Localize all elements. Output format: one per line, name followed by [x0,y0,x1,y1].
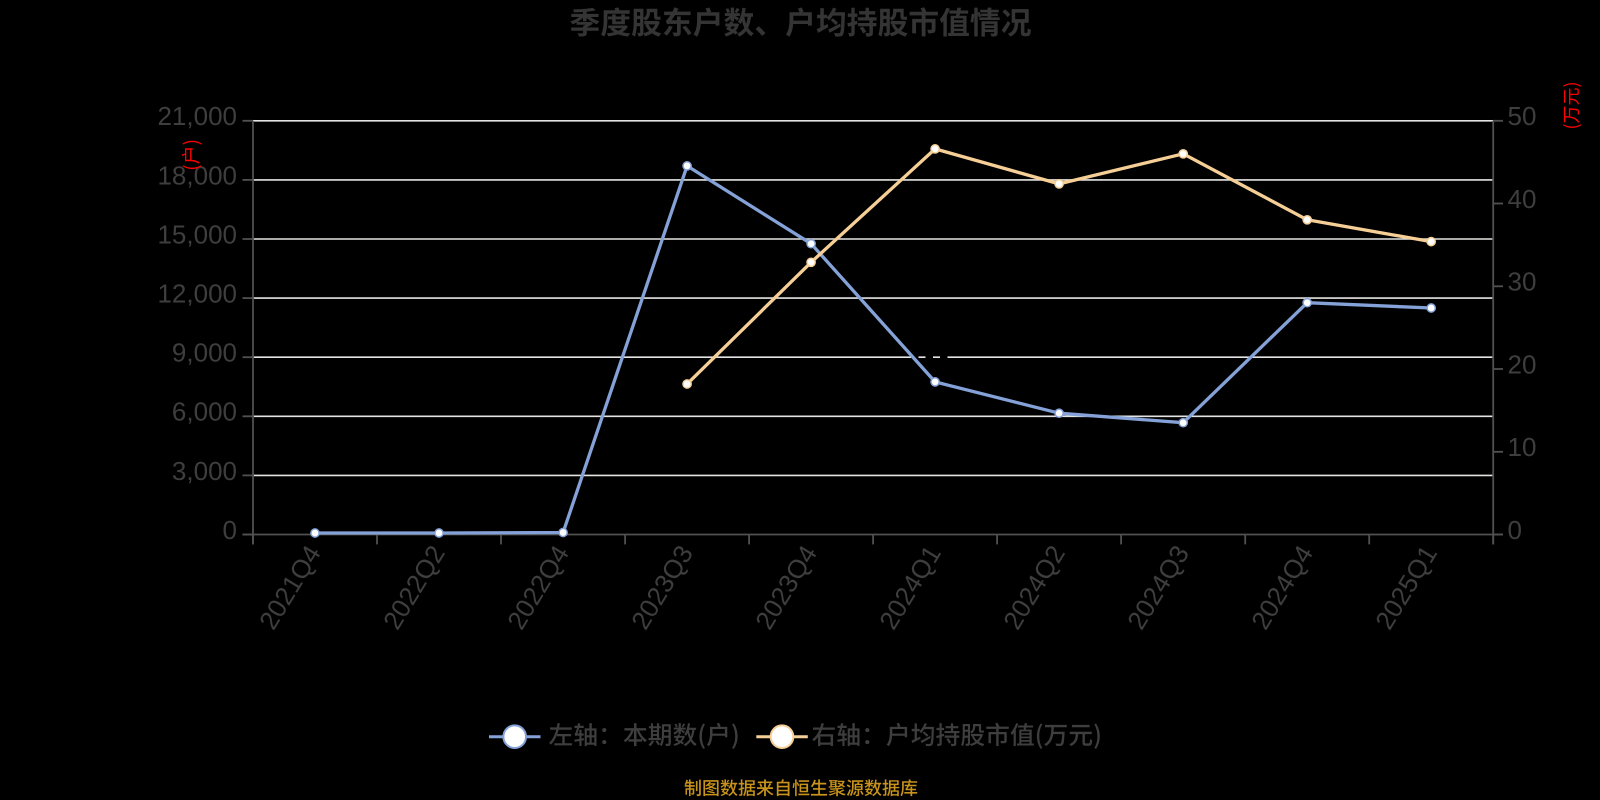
svg-text:2023Q4: 2023Q4 [749,540,823,635]
svg-text:2021Q4: 2021Q4 [253,540,327,635]
svg-text:10: 10 [1508,432,1537,462]
svg-text:2023Q3: 2023Q3 [625,540,699,635]
svg-text:0: 0 [1508,515,1522,545]
svg-text:6,000: 6,000 [172,397,237,427]
svg-text:2024Q4: 2024Q4 [1245,540,1319,635]
svg-text:30: 30 [1508,267,1537,297]
svg-text:2022Q4: 2022Q4 [501,540,575,635]
svg-text:15,000: 15,000 [157,219,237,249]
svg-text:50: 50 [1508,101,1537,131]
svg-text:2025Q1: 2025Q1 [1369,540,1443,635]
svg-text:9,000: 9,000 [172,338,237,368]
svg-text:40: 40 [1508,184,1537,214]
svg-text:18,000: 18,000 [157,160,237,190]
svg-text:2024Q2: 2024Q2 [997,540,1071,635]
svg-text:2024Q1: 2024Q1 [873,540,947,635]
svg-text:2022Q2: 2022Q2 [377,540,451,635]
svg-text:0: 0 [223,515,237,545]
svg-text:2024Q3: 2024Q3 [1121,540,1195,635]
svg-text:3,000: 3,000 [172,456,237,486]
svg-text:12,000: 12,000 [157,279,237,309]
svg-text:20: 20 [1508,349,1537,379]
svg-text:21,000: 21,000 [157,101,237,131]
